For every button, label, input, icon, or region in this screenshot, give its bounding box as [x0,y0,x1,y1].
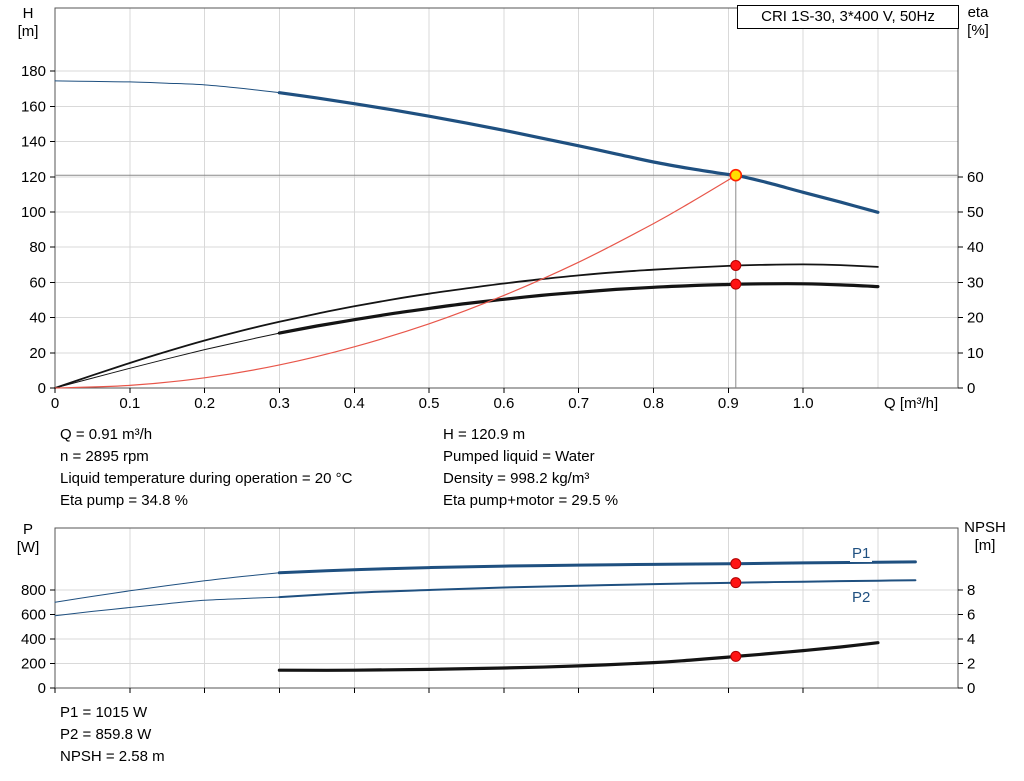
svg-text:20: 20 [29,345,46,362]
info-flow: Q = 0.91 m³/h [60,426,153,443]
info-eta-pump-motor: Eta pump+motor = 29.5 % [443,492,619,509]
duty-info-left: Q = 0.91 m³/h n = 2895 rpm Liquid temper… [60,424,352,512]
y-axis-label-head: H [m] [8,5,48,41]
svg-text:60: 60 [967,169,984,186]
svg-text:6: 6 [967,606,975,623]
axis-name-H: H [22,5,34,22]
axis-ticks [50,589,963,693]
gridlines [55,528,958,688]
svg-text:180: 180 [21,63,46,80]
x-axis-label-flow: Q [m³/h] [884,395,939,412]
svg-text:0.1: 0.1 [119,395,140,412]
info-eta-pump: Eta pump = 34.8 % [60,492,188,509]
curve-P1 [277,560,917,575]
svg-text:600: 600 [21,606,46,623]
svg-text:200: 200 [21,655,46,672]
svg-text:0.7: 0.7 [568,395,589,412]
axis-name-NPSH: NPSH [964,519,1006,536]
y-axis-label-power: P [W] [8,521,48,557]
curve-P2 [54,596,280,617]
duty-point-marker [729,168,743,182]
svg-text:0: 0 [51,395,59,412]
svg-text:140: 140 [21,134,46,151]
axis-name-eta: eta [967,4,989,21]
svg-text:0.4: 0.4 [344,395,365,412]
plot-frame [54,527,959,689]
value-marker [730,558,742,570]
curve-P1 [54,572,280,603]
svg-text:120: 120 [21,169,46,186]
axis-unit-NPSH: [m] [974,537,996,554]
chart-area-1: 0 200 400 600 800 0 2 4 6 8 [21,527,975,697]
axis-unit-P: [W] [16,539,40,556]
curve-eta-pump-motor [54,332,280,389]
curve-P2 [278,579,917,599]
svg-text:0: 0 [967,380,975,397]
svg-text:1.0: 1.0 [793,395,814,412]
value-marker [730,278,742,290]
axis-unit-eta: [%] [967,22,989,39]
svg-text:400: 400 [21,631,46,648]
svg-text:0.9: 0.9 [718,395,739,412]
svg-text:0: 0 [38,680,46,697]
curve-system [54,174,737,389]
svg-text:30: 30 [967,274,984,291]
axis-tick-labels: 0 200 400 600 800 0 2 4 6 8 [21,582,975,697]
svg-text:4: 4 [967,631,975,648]
svg-text:0: 0 [967,680,975,697]
svg-text:80: 80 [29,239,46,256]
axis-tick-labels: 0 0.1 0.2 0.3 0.4 0.5 0.6 0.7 0.8 0.9 1.0 0 20 40 60 80… [21,63,984,412]
svg-text:60: 60 [29,274,46,291]
svg-text:0.5: 0.5 [419,395,440,412]
axis-name-P: P [22,521,33,538]
value-marker [730,577,742,589]
info-npsh: NPSH = 2.58 m [60,748,165,765]
svg-text:40: 40 [29,310,46,327]
svg-text:0.8: 0.8 [643,395,664,412]
svg-text:50: 50 [967,204,984,221]
svg-text:800: 800 [21,582,46,599]
info-p2: P2 = 859.8 W [60,726,152,743]
info-density: Density = 998.2 kg/m³ [443,470,590,487]
info-p1: P1 = 1015 W [60,704,148,721]
axis-unit-H: [m] [17,23,39,40]
curve-H [277,91,880,214]
value-marker [730,259,742,271]
svg-text:100: 100 [21,204,46,221]
chart-area-0: 0 0.1 0.2 0.3 0.4 0.5 0.6 0.7 0.8 0.9 1.0 0 20 40 60 80… [21,7,984,412]
chart-title-box: CRI 1S-30, 3*400 V, 50Hz [737,5,959,29]
info-speed: n = 2895 rpm [60,448,149,465]
axis-ticks [50,70,963,393]
y-axis-label-eta: eta [%] [956,4,1000,40]
curve-H [54,80,280,94]
info-liquid-temp: Liquid temperature during operation = 20… [60,470,353,487]
curve-NPSH [277,641,880,672]
svg-text:8: 8 [967,582,975,599]
curve-eta-pump-motor [277,282,880,335]
operating-point-lines [55,174,958,388]
power-info: P1 = 1015 W P2 = 859.8 W NPSH = 2.58 m [60,702,165,768]
svg-text:40: 40 [967,239,984,256]
series-label-p1: P1 [850,545,873,562]
svg-text:0.6: 0.6 [493,395,514,412]
svg-text:10: 10 [967,345,984,362]
svg-text:20: 20 [967,310,984,327]
y-axis-label-npsh: NPSH [m] [958,519,1012,555]
svg-text:0: 0 [38,380,46,397]
series-label-p2: P2 [850,589,873,606]
info-pumped-liquid: Pumped liquid = Water [443,448,595,465]
plot-frame [54,7,959,389]
svg-text:2: 2 [967,655,975,672]
svg-text:0.2: 0.2 [194,395,215,412]
value-marker [730,650,742,662]
svg-text:160: 160 [21,98,46,115]
duty-info-right: H = 120.9 m Pumped liquid = Water Densit… [443,424,618,512]
svg-text:0.3: 0.3 [269,395,290,412]
info-head: H = 120.9 m [443,426,526,443]
